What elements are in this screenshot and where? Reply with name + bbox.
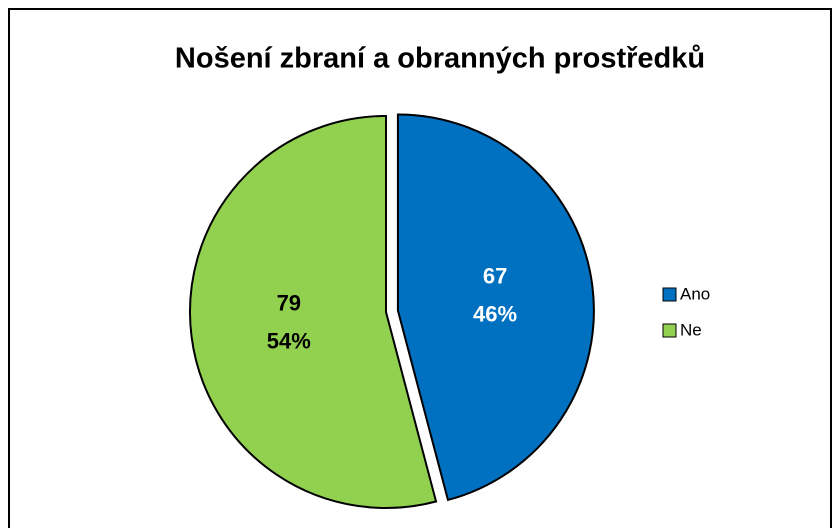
pie-slice <box>396 113 595 502</box>
pie-slice <box>189 114 438 509</box>
legend-swatch <box>662 287 677 302</box>
data-label: 54% <box>267 328 311 353</box>
data-label: 67 <box>483 264 507 289</box>
legend-label: Ne <box>680 320 702 339</box>
chart-title: Nošení zbraní a obranných prostředků <box>175 43 705 75</box>
legend-swatch <box>662 323 677 338</box>
legend-label: Ano <box>680 284 710 303</box>
data-label: 79 <box>277 290 301 315</box>
data-label: 46% <box>473 302 517 327</box>
